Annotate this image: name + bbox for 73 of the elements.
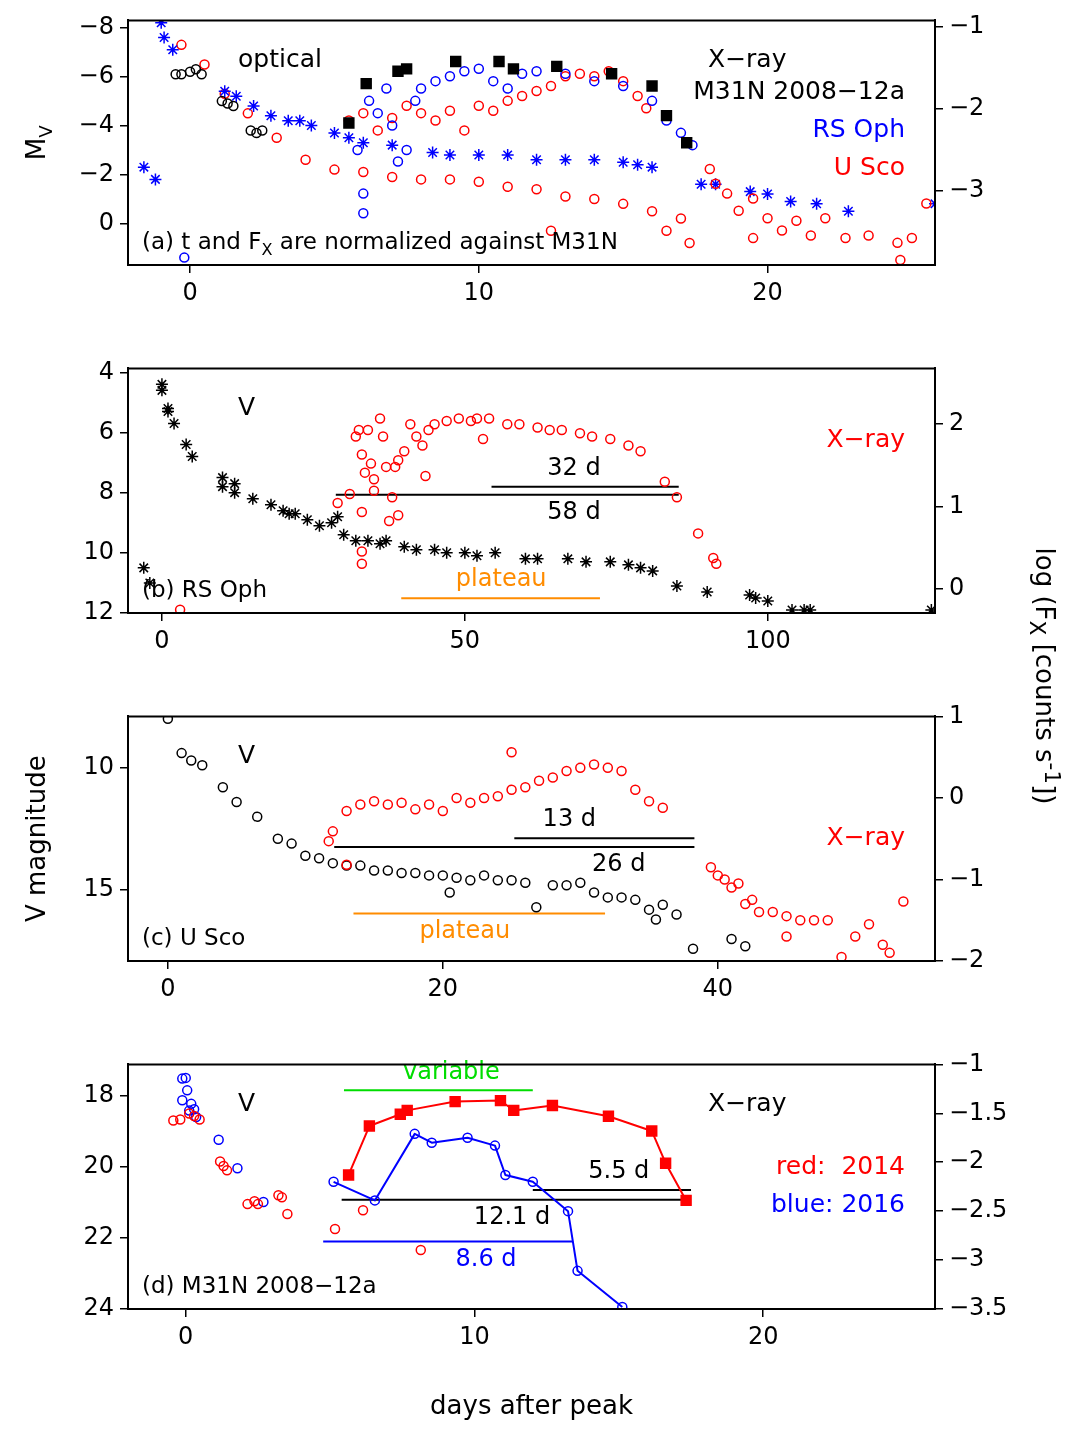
y-tick-label: 20 — [83, 1151, 114, 1180]
series-label: M31N 2008−12a — [693, 75, 905, 105]
y-axis-title: MV — [20, 124, 56, 161]
annotation: (d) M31N 2008−12a — [142, 1271, 377, 1298]
series-label: U Sco — [833, 151, 905, 181]
annotation: 58 d — [547, 497, 601, 525]
y2-tick-label: −1 — [949, 1048, 985, 1077]
y2-tick-label: 1 — [949, 490, 965, 519]
annotation: 8.6 d — [455, 1243, 517, 1272]
y-tick-label: 12 — [83, 597, 114, 626]
y-tick-label: −4 — [78, 109, 114, 138]
y-tick-label: 10 — [83, 537, 114, 566]
text: blue: 2016 — [770, 1189, 906, 1219]
y-tick-label: 15 — [83, 874, 114, 903]
y-tick-label: −8 — [78, 11, 114, 40]
y2-tick-label: 0 — [949, 572, 965, 601]
annotation: optical — [238, 43, 322, 73]
annotation: 32 d — [547, 452, 601, 481]
y-tick-label: 6 — [98, 416, 114, 445]
y2-tick-label: −1 — [949, 863, 985, 892]
y-tick-label: 22 — [83, 1222, 114, 1251]
annotation: 13 d — [542, 804, 597, 833]
y2-tick-label: −2 — [949, 93, 985, 122]
y2-tick-label: −1 — [949, 11, 985, 40]
annotation: (c) U Sco — [142, 923, 246, 950]
y2-tick-label: −3.5 — [949, 1293, 1008, 1322]
y-tick-label: −6 — [78, 60, 114, 89]
x-tick-label: 100 — [744, 625, 791, 654]
text: RS Oph — [812, 113, 905, 143]
annotation: (b) RS Oph — [142, 575, 268, 602]
x-tick-label: 0 — [160, 973, 176, 1002]
y-tick-label: −2 — [78, 158, 114, 187]
y2-tick-label: −2 — [949, 945, 985, 974]
y2-tick-label: −2 — [949, 1146, 985, 1175]
x-tick-label: 0 — [178, 1321, 194, 1350]
x-tick-label: 20 — [752, 277, 783, 306]
x-tick-label: 40 — [702, 973, 734, 1002]
x-tick-label: 20 — [747, 1321, 779, 1350]
annotation: V — [238, 1087, 256, 1117]
text: X−ray — [826, 423, 906, 453]
y-tick-label: 10 — [83, 752, 114, 780]
annotation: 12.1 d — [473, 1202, 551, 1231]
y-tick-label: 0 — [98, 207, 114, 236]
annotation: X−ray — [708, 1087, 787, 1117]
annotation: variable — [402, 1056, 500, 1085]
x-axis-title: days after peak — [430, 1389, 633, 1420]
annotation: 26 d — [592, 849, 646, 878]
y2-tick-label: −1.5 — [949, 1097, 1008, 1126]
y-tick-label: 4 — [98, 356, 114, 385]
y-axis-title: V magnitude — [20, 755, 51, 923]
y-tick-label: 18 — [83, 1079, 114, 1108]
annotation: plateau — [419, 915, 511, 944]
y2-tick-label: 1 — [949, 700, 965, 729]
x-tick-label: 20 — [427, 973, 459, 1002]
y2-tick-label: 0 — [949, 782, 965, 811]
y2-tick-label: −3 — [949, 175, 985, 204]
annotation: V — [238, 391, 256, 421]
x-tick-label: 0 — [154, 625, 170, 654]
y2-tick-label: −2.5 — [949, 1195, 1008, 1224]
annotation: plateau — [455, 564, 547, 593]
annotation: X−ray — [708, 43, 787, 73]
text: red: 2014 — [776, 1151, 905, 1181]
annotation: V — [238, 739, 256, 769]
y-tick-label: 8 — [98, 476, 114, 505]
y2-tick-label: −3 — [949, 1244, 985, 1273]
y-tick-label: 24 — [83, 1293, 114, 1322]
x-tick-label: 0 — [182, 277, 198, 306]
x-tick-label: 10 — [459, 1321, 490, 1350]
x-tick-label: 10 — [463, 277, 495, 306]
annotation: 5.5 d — [588, 1156, 650, 1185]
y2-tick-label: 2 — [949, 408, 965, 437]
series-label: X−ray — [826, 822, 906, 852]
x-tick-label: 50 — [449, 625, 481, 654]
